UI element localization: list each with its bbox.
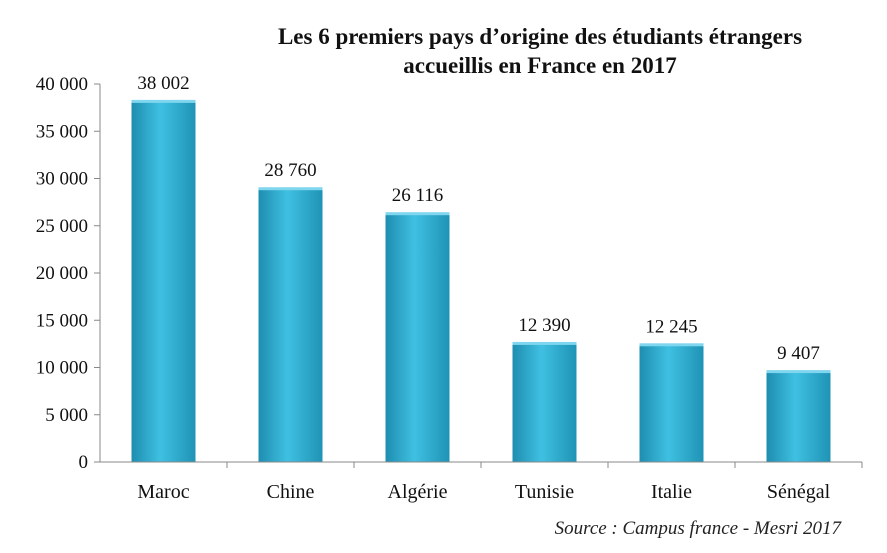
bar-algérie bbox=[385, 215, 450, 462]
bar-top-tunisie bbox=[512, 341, 577, 346]
bar-top-maroc bbox=[131, 99, 196, 104]
y-tick-label: 10 000 bbox=[36, 358, 88, 379]
x-axis: Maroc Chine Algérie Tunisie Italie Sénégal bbox=[100, 461, 863, 503]
x-tick-label: Maroc bbox=[137, 481, 189, 503]
bars: 38 002 28 760 26 116 12 390 12 245 9 407 bbox=[131, 73, 831, 462]
data-label: 9 407 bbox=[777, 343, 820, 364]
data-label: 12 390 bbox=[518, 315, 570, 336]
data-label: 38 002 bbox=[137, 73, 189, 94]
source-note: Source : Campus france - Mesri 2017 bbox=[554, 518, 841, 539]
x-tick-label: Sénégal bbox=[767, 481, 831, 503]
bar-top-sénégal bbox=[766, 370, 831, 375]
x-tick-label: Italie bbox=[651, 481, 692, 503]
bar-maroc bbox=[131, 102, 196, 462]
y-tick-label: 35 000 bbox=[36, 121, 88, 142]
chart-title-line-1: Les 6 premiers pays d’origine des étudia… bbox=[277, 24, 803, 49]
bar-tunisie bbox=[512, 344, 577, 462]
x-tick-label: Chine bbox=[267, 481, 315, 503]
data-label: 26 116 bbox=[392, 185, 444, 206]
y-tick-label: 0 bbox=[79, 452, 89, 473]
y-tick-label: 30 000 bbox=[36, 169, 88, 190]
bar-italie bbox=[639, 346, 704, 462]
data-label: 12 245 bbox=[645, 316, 697, 337]
chart-title: Les 6 premiers pays d’origine des étudia… bbox=[200, 22, 880, 80]
data-label: 28 760 bbox=[264, 160, 316, 181]
x-tick-label: Tunisie bbox=[515, 481, 574, 503]
bar-chine bbox=[258, 190, 323, 462]
bar-sénégal bbox=[766, 373, 831, 462]
y-tick-label: 15 000 bbox=[36, 310, 88, 331]
bar-top-algérie bbox=[385, 212, 450, 217]
y-axis: 0 5 000 10 000 15 000 20 000 25 000 30 000 35 0… bbox=[36, 74, 101, 473]
chart-title-line-2: accueillis en France en 2017 bbox=[403, 53, 677, 78]
y-tick-label: 40 000 bbox=[36, 74, 88, 95]
bar-top-italie bbox=[639, 343, 704, 348]
y-tick-label: 20 000 bbox=[36, 263, 88, 284]
y-tick-label: 5 000 bbox=[45, 405, 88, 426]
y-tick-label: 25 000 bbox=[36, 216, 88, 237]
bar-top-chine bbox=[258, 187, 323, 192]
x-tick-label: Algérie bbox=[388, 481, 448, 503]
